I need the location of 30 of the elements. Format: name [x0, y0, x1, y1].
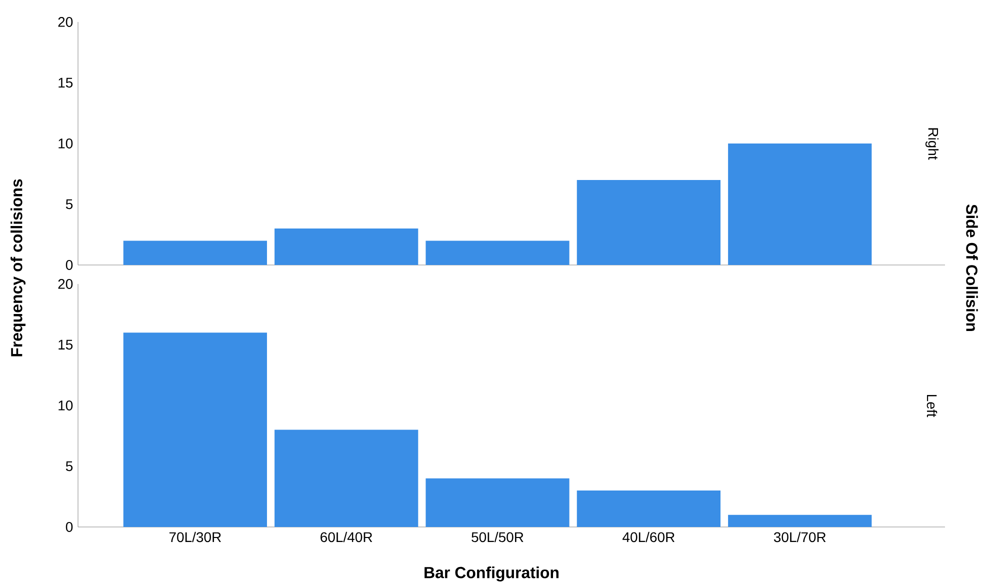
bar: [426, 478, 570, 527]
bar: [123, 332, 267, 527]
x-tick-label: 50L/50R: [472, 532, 524, 542]
x-tick-label: 70L/30R: [169, 532, 221, 542]
x-axis-title: Bar Configuration: [424, 566, 558, 582]
bar: [274, 430, 418, 527]
bar: [274, 228, 418, 265]
text: Right: [925, 128, 939, 160]
bar: [728, 514, 872, 527]
y-tick-label: 10: [58, 400, 73, 410]
y-tick-label: 5: [66, 461, 73, 472]
y-tick-label: 20: [58, 17, 73, 27]
text: Left: [926, 394, 938, 418]
y-tick-label: 0: [66, 522, 73, 532]
bar: [576, 490, 720, 527]
x-tick-label: 30L/70R: [774, 532, 826, 542]
y-tick-label: 5: [66, 199, 73, 210]
bar: [728, 143, 872, 265]
y-tick-label: 10: [58, 138, 73, 148]
y-tick-label: 0: [66, 260, 73, 270]
y-tick-label: 15: [58, 78, 73, 88]
y-axis-title: Frequency of collisions: [10, 179, 26, 356]
bar: [576, 180, 720, 265]
x-tick-label: 40L/60R: [622, 532, 674, 542]
bar: [426, 240, 570, 265]
bar: [123, 240, 267, 265]
x-tick-label: 60L/40R: [320, 532, 372, 542]
y2-axis-title: Side Of Collision: [966, 204, 978, 332]
y-tick-label: 20: [58, 279, 73, 289]
y-tick-label: 15: [58, 340, 73, 350]
